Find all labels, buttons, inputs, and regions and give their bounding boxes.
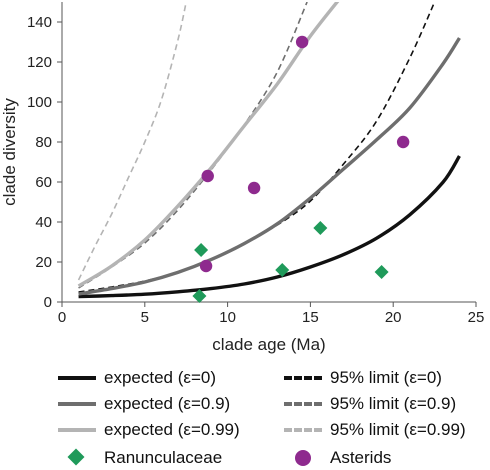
legend-marker-shape — [295, 450, 311, 466]
x-axis-title: clade age (Ma) — [212, 335, 325, 354]
x-tick-label: 25 — [468, 309, 485, 326]
point-asterids — [396, 135, 410, 149]
x-tick-label: 0 — [58, 309, 66, 326]
series-layer — [77, 2, 461, 299]
legend-item-expected-eps-0-9: expected (ε=0.9) — [58, 392, 230, 416]
legend-label: 95% limit (ε=0) — [330, 368, 442, 387]
legend-label: Ranunculaceae — [104, 448, 223, 467]
legend-item-95-limit-eps-0-9: 95% limit (ε=0.9) — [284, 392, 456, 416]
circle-marker-icon — [284, 448, 322, 468]
point-asterids — [201, 169, 214, 183]
legend-label: expected (ε=0.99) — [104, 420, 240, 439]
y-tick-label: 0 — [44, 294, 52, 311]
series-line-expected-eps-0-99 — [77, 2, 340, 288]
point-ranunculaceae — [374, 265, 389, 279]
axes: 0 5 10 15 20 25 0 20 40 60 80 100 120 140 — [27, 2, 484, 326]
point-asterids — [295, 35, 309, 49]
x-tick-label: 20 — [385, 309, 402, 326]
x-tick-label: 15 — [302, 309, 319, 326]
series-line-95-limit-eps-0 — [78, 2, 436, 293]
point-ranunculaceae — [313, 221, 328, 235]
legend-label: expected (ε=0.9) — [104, 394, 231, 413]
legend: expected (ε=0) expected (ε=0.9) expected (… — [0, 362, 490, 470]
point-ranunculaceae — [194, 243, 209, 257]
point-asterids — [199, 259, 213, 273]
legend-marker-shape — [67, 448, 85, 466]
series-line-expected-eps-0-9 — [78, 37, 461, 296]
y-tick-label: 140 — [27, 14, 52, 31]
legend-swatch — [284, 376, 322, 380]
y-tick-label: 20 — [35, 254, 52, 271]
legend-label: 95% limit (ε=0.99) — [330, 420, 466, 439]
x-tick-label: 10 — [219, 309, 236, 326]
legend-item-expected-eps-0-99: expected (ε=0.99) — [58, 418, 240, 442]
diamond-marker-icon — [58, 448, 96, 468]
legend-label: Asterids — [330, 448, 392, 467]
y-tick-label: 120 — [27, 54, 52, 71]
series-line-95-limit-eps-0-99 — [77, 2, 187, 281]
legend-swatch — [58, 376, 96, 380]
legend-item-ranunculaceae: Ranunculaceae — [58, 446, 222, 470]
series-line-95-limit-eps-0-9 — [78, 2, 308, 289]
y-tick-label: 60 — [35, 174, 52, 191]
points-layer — [192, 35, 410, 303]
y-axis-title: clade diversity — [0, 98, 19, 206]
legend-item-95-limit-eps-0-99: 95% limit (ε=0.99) — [284, 418, 466, 442]
point-asterids — [247, 181, 261, 195]
legend-swatch — [58, 402, 96, 406]
legend-item-asterids: Asterids — [284, 446, 391, 470]
legend-swatch — [284, 402, 322, 406]
legend-label: expected (ε=0) — [104, 368, 217, 387]
point-ranunculaceae — [192, 289, 207, 303]
legend-label: 95% limit (ε=0.9) — [330, 394, 457, 413]
x-tick-label: 5 — [141, 309, 149, 326]
y-tick-label: 40 — [35, 214, 52, 231]
point-ranunculaceae — [275, 263, 290, 277]
legend-item-expected-eps-0: expected (ε=0) — [58, 366, 216, 390]
legend-item-95-limit-eps-0: 95% limit (ε=0) — [284, 366, 442, 390]
chart-plot: 0 5 10 15 20 25 0 20 40 60 80 100 120 140 clade age (… — [0, 2, 484, 354]
legend-swatch — [284, 428, 322, 432]
y-tick-label: 100 — [27, 94, 52, 111]
legend-swatch — [58, 428, 96, 432]
series-line-expected-eps-0 — [78, 155, 461, 299]
y-tick-label: 80 — [35, 134, 52, 151]
